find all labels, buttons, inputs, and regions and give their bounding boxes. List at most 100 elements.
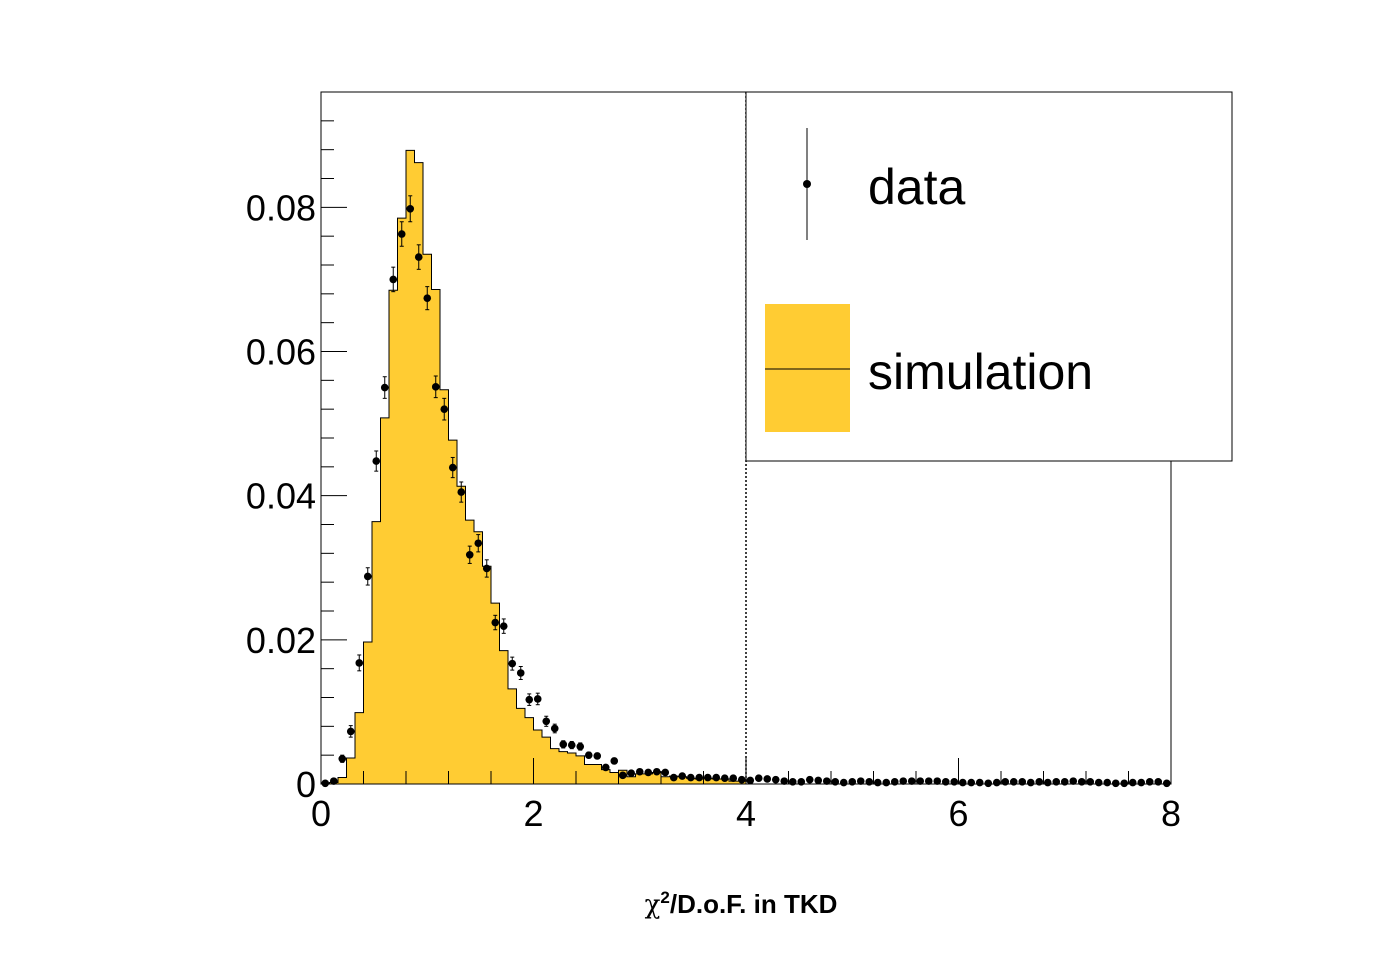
data-point bbox=[593, 752, 602, 760]
data-marker bbox=[967, 778, 976, 787]
data-point bbox=[567, 740, 576, 750]
simulation-bar bbox=[372, 521, 381, 784]
data-marker bbox=[1162, 779, 1171, 788]
data-point bbox=[372, 450, 381, 472]
data-point bbox=[397, 221, 406, 247]
data-point bbox=[873, 778, 882, 787]
data-point bbox=[805, 775, 814, 784]
simulation-bar bbox=[474, 531, 483, 784]
data-point bbox=[508, 656, 517, 671]
x-axis-title-superscript: 2 bbox=[660, 888, 669, 907]
data-point bbox=[1035, 778, 1044, 786]
data-marker bbox=[916, 777, 925, 785]
simulation-bar bbox=[601, 769, 610, 784]
data-point bbox=[754, 774, 763, 783]
x-axis-title-symbol: χ bbox=[645, 890, 661, 920]
simulation-bar bbox=[389, 290, 398, 784]
data-marker bbox=[831, 778, 840, 786]
data-point bbox=[635, 767, 644, 776]
data-marker bbox=[890, 778, 899, 786]
simulation-bar bbox=[661, 776, 670, 784]
data-marker bbox=[346, 727, 355, 736]
simulation-bar bbox=[338, 777, 347, 784]
data-marker bbox=[797, 778, 806, 786]
data-point bbox=[440, 397, 449, 421]
data-point bbox=[890, 778, 899, 786]
axes: 0 2 4 6 8 0 0.02 0.04 0.06 0.08 bbox=[246, 91, 1181, 834]
data-point bbox=[652, 767, 661, 776]
data-marker bbox=[737, 775, 746, 784]
data-marker bbox=[584, 751, 593, 759]
data-marker bbox=[1060, 778, 1069, 786]
data-point bbox=[1137, 778, 1146, 787]
x-tick-label: 4 bbox=[736, 793, 756, 834]
data-point bbox=[610, 757, 619, 765]
data-point bbox=[1103, 778, 1112, 787]
data-marker bbox=[1111, 779, 1120, 788]
data-marker bbox=[491, 618, 500, 627]
simulation-bar bbox=[559, 751, 568, 784]
data-marker bbox=[1069, 777, 1078, 785]
data-marker bbox=[975, 778, 984, 787]
legend-simulation-swatch bbox=[765, 304, 850, 432]
data-point bbox=[1111, 779, 1120, 788]
data-point bbox=[703, 773, 712, 782]
data-marker bbox=[1086, 778, 1095, 786]
simulation-bar bbox=[610, 772, 619, 784]
data-point bbox=[1069, 777, 1078, 785]
data-marker bbox=[457, 488, 466, 496]
data-point bbox=[1077, 778, 1086, 786]
data-marker bbox=[958, 778, 967, 787]
data-marker bbox=[720, 774, 729, 783]
data-marker bbox=[516, 669, 525, 677]
data-marker bbox=[907, 777, 916, 785]
data-point bbox=[644, 768, 653, 777]
data-marker bbox=[474, 539, 483, 548]
data-point bbox=[950, 778, 959, 786]
data-marker bbox=[814, 776, 823, 785]
data-point bbox=[550, 723, 559, 734]
data-point bbox=[499, 618, 508, 634]
data-point bbox=[899, 777, 908, 785]
data-marker bbox=[338, 754, 347, 763]
data-point bbox=[321, 779, 330, 788]
data-point bbox=[542, 715, 551, 727]
data-marker bbox=[610, 757, 619, 765]
data-point bbox=[482, 559, 491, 578]
data-point bbox=[839, 778, 848, 787]
simulation-bar bbox=[423, 254, 432, 784]
simulation-bar bbox=[499, 650, 508, 784]
data-marker bbox=[550, 724, 559, 733]
data-marker bbox=[984, 779, 993, 788]
simulation-bar bbox=[508, 688, 517, 784]
data-point bbox=[1162, 779, 1171, 788]
data-marker bbox=[448, 463, 457, 472]
data-marker bbox=[440, 405, 449, 413]
data-point bbox=[533, 692, 542, 706]
simulation-bar bbox=[346, 758, 355, 784]
data-point bbox=[984, 779, 993, 788]
data-point bbox=[967, 778, 976, 787]
data-point bbox=[1009, 778, 1018, 786]
data-point bbox=[1026, 778, 1035, 787]
data-point bbox=[584, 751, 593, 759]
data-marker bbox=[822, 777, 831, 785]
data-point bbox=[618, 771, 627, 780]
data-marker bbox=[593, 752, 602, 760]
data-point bbox=[865, 778, 874, 786]
y-tick-label: 0.04 bbox=[246, 476, 316, 517]
data-marker bbox=[508, 659, 517, 668]
data-marker bbox=[848, 778, 857, 786]
data-point bbox=[712, 773, 721, 782]
simulation-bar bbox=[397, 218, 406, 785]
simulation-bar bbox=[635, 773, 644, 784]
data-point bbox=[720, 774, 729, 783]
simulation-bar bbox=[491, 603, 500, 784]
data-point bbox=[627, 769, 636, 777]
data-marker bbox=[380, 383, 389, 392]
legend-label-simulation: simulation bbox=[868, 344, 1093, 400]
data-marker bbox=[678, 772, 687, 780]
data-point bbox=[491, 614, 500, 631]
simulation-bar bbox=[406, 150, 415, 784]
data-point bbox=[822, 777, 831, 785]
